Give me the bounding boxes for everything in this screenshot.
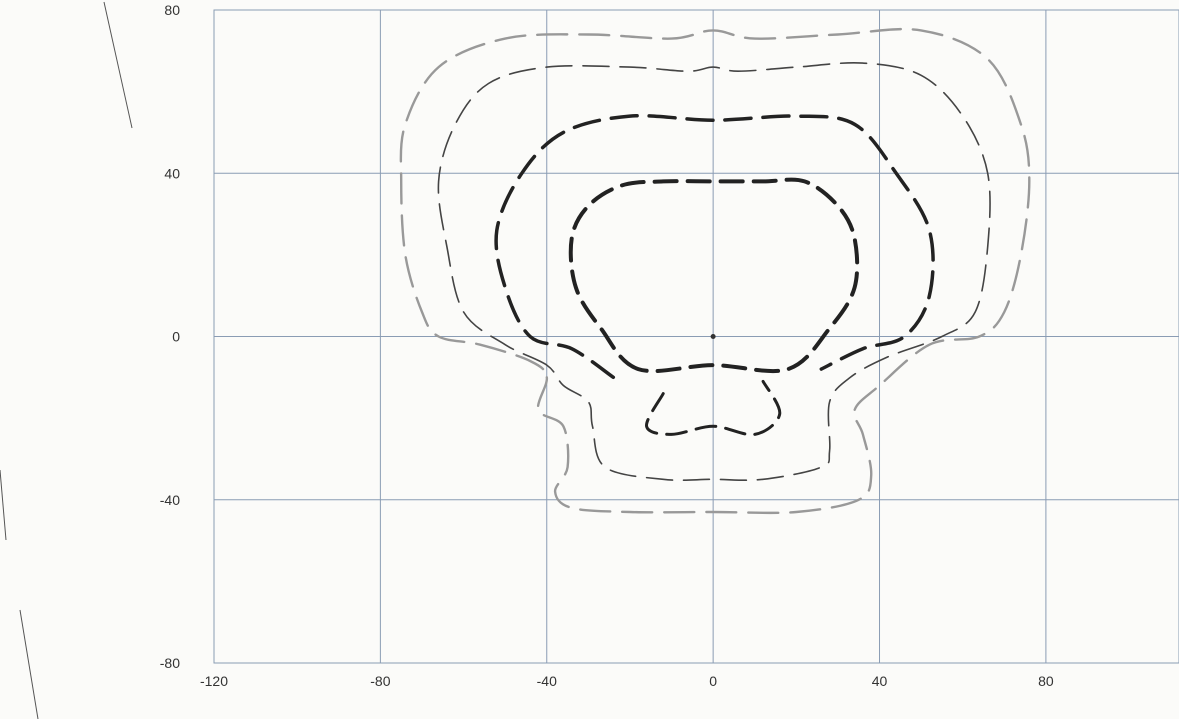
series-line — [399, 27, 1031, 515]
y-tick-label: 0 — [172, 329, 180, 345]
scan-edge-line — [0, 469, 7, 541]
x-tick-label: -120 — [200, 673, 228, 689]
x-tick-label: 0 — [709, 673, 717, 689]
series-line — [568, 177, 860, 374]
x-tick-label: -80 — [370, 673, 390, 689]
scan-edge-line — [19, 609, 39, 719]
y-tick-label: -40 — [160, 492, 180, 508]
x-tick-label: -40 — [537, 673, 557, 689]
x-tick-label: 80 — [1038, 673, 1054, 689]
origin-marker — [710, 334, 716, 339]
y-tick-label: -80 — [160, 655, 180, 671]
series-layer — [399, 27, 1031, 515]
scan-edge-line — [103, 1, 133, 129]
tick-labels: -120 -80 -40 0 40 80 80 40 0 -40 -80 — [160, 2, 1054, 689]
grid — [213, 9, 1179, 664]
y-tick-label: 40 — [164, 165, 180, 181]
series-line — [645, 379, 782, 437]
series-line — [494, 113, 935, 380]
series-line — [437, 62, 991, 482]
x-tick-label: 40 — [872, 673, 888, 689]
y-tick-label: 80 — [164, 2, 180, 18]
